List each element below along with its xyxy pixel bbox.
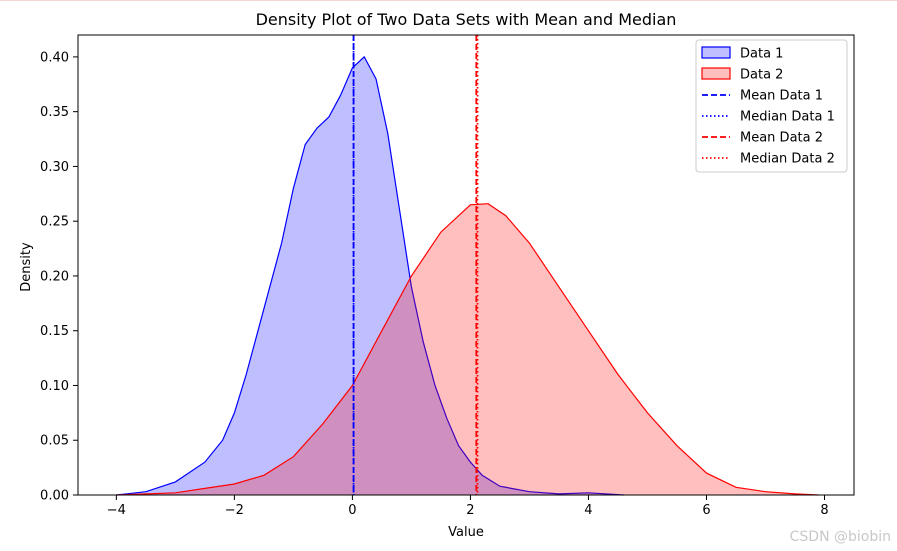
legend-label: Data 1	[740, 47, 783, 62]
legend-label: Median Data 1	[740, 110, 835, 125]
top-rule	[0, 0, 897, 1]
legend-label: Median Data 2	[740, 152, 835, 167]
chart-title: Density Plot of Two Data Sets with Mean …	[256, 10, 677, 29]
density-line-series-2	[116, 203, 819, 496]
legend-label: Data 2	[740, 68, 783, 83]
watermark: CSDN @biobin	[789, 529, 891, 545]
density-line-series-1	[116, 55, 624, 496]
x-tick-label: 0	[348, 503, 356, 518]
legend-swatch	[701, 67, 731, 80]
x-tick-label: 8	[820, 503, 828, 518]
legend-swatch	[701, 46, 731, 59]
legend-box	[695, 39, 848, 173]
y-tick-label: 0.00	[40, 489, 69, 504]
legend-label: Mean Data 2	[740, 131, 823, 146]
y-tick-label: 0.30	[40, 160, 69, 175]
plot-area	[116, 35, 819, 496]
legend-label: Mean Data 1	[740, 89, 823, 104]
y-tick-label: 0.10	[40, 379, 69, 394]
axes: −4 −2 0 2 4 6 8 0.00 0.05 0.10 0.15 0.20 0.25 0.30 0.3…	[40, 34, 855, 518]
x-tick-label: −4	[107, 503, 126, 518]
x-tick-label: 4	[584, 503, 592, 518]
y-tick-label: 0.20	[40, 269, 69, 284]
density-area-series-2	[116, 203, 819, 495]
y-tick-label: 0.35	[40, 105, 69, 120]
y-tick-label: 0.05	[40, 434, 69, 449]
y-tick-label: 0.40	[40, 50, 69, 65]
x-tick-label: −2	[225, 503, 244, 518]
y-tick-label: 0.15	[40, 324, 69, 339]
x-tick-label: 6	[702, 503, 710, 518]
legend: Data 1 Data 2 Mean Data 1 Median Data 1 Mean…	[695, 39, 848, 173]
x-axis-label: Value	[448, 525, 484, 540]
y-axis-label: Density	[19, 242, 34, 292]
y-tick-label: 0.25	[40, 215, 69, 230]
plot-frame	[77, 34, 855, 496]
x-tick-label: 2	[466, 503, 474, 518]
